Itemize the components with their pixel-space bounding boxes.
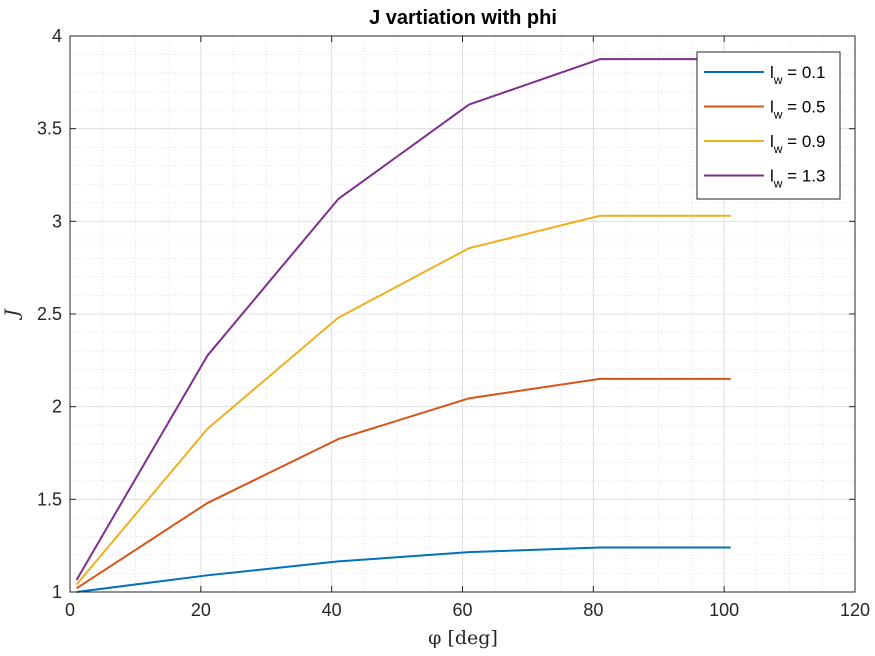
x-axis-label: φ [deg] (428, 627, 498, 649)
chart-title: J vartiation with phi (369, 7, 557, 29)
series-line-1 (76, 546, 731, 593)
series-line-3 (75, 214, 731, 586)
x-tick-label: 100 (709, 600, 739, 620)
series-line-4 (75, 58, 731, 581)
x-axis: 0 20 40 60 80 100 120 (65, 36, 870, 620)
y-tick-label: 3 (52, 211, 62, 231)
series-layer (75, 58, 731, 593)
legend-label-3: lw = 0.9 (770, 132, 825, 156)
x-tick-label: 120 (840, 600, 870, 620)
legend-label-1: lw = 0.1 (770, 63, 825, 87)
y-tick-label: 2.5 (37, 304, 62, 324)
y-axis: 1 1.5 2 2.5 3 3.5 4 (37, 26, 855, 602)
x-tick-label: 60 (452, 600, 472, 620)
x-tick-label: 0 (65, 600, 75, 620)
y-tick-label: 4 (52, 26, 62, 46)
y-tick-label: 3.5 (37, 119, 62, 139)
x-tick-label: 40 (322, 600, 342, 620)
series-line-2 (75, 377, 731, 590)
y-tick-label: 1.5 (37, 489, 62, 509)
legend: lw = 0.1 lw = 0.5 lw = 0.9 lw = 1.3 (696, 51, 841, 200)
y-tick-label: 2 (52, 397, 62, 417)
legend-label-4: lw = 1.3 (770, 167, 825, 191)
x-tick-label: 20 (191, 600, 211, 620)
legend-label-2: lw = 0.5 (770, 98, 825, 122)
x-tick-label: 80 (583, 600, 603, 620)
y-tick-label: 1 (52, 582, 62, 602)
y-axis-label: J (1, 308, 23, 321)
